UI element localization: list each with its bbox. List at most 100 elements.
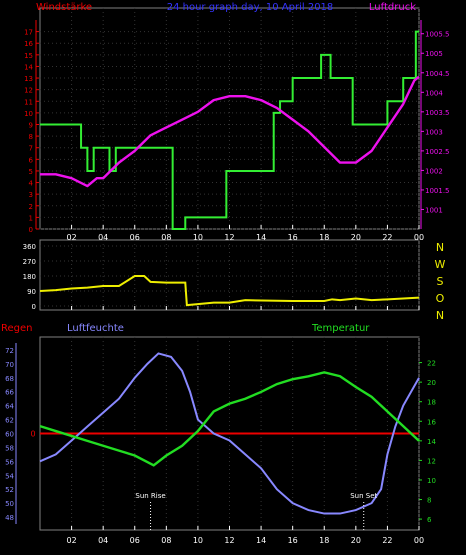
p2-direction-label: O	[436, 292, 445, 305]
p3-ytick-right: 10	[427, 477, 436, 485]
p3-xtick-label: 02	[66, 536, 76, 545]
p1-ytick-left: 13	[24, 75, 33, 83]
p3-xtick-label: 08	[161, 536, 171, 545]
p3-ytick-left: 54	[5, 472, 14, 480]
series-luftdruck	[40, 75, 420, 188]
p3-xtick-label: 06	[130, 536, 140, 545]
p1-xtick-label: 22	[382, 233, 392, 242]
annotation-label: Sun Rise	[135, 492, 165, 500]
top-header: Windstärke 24 hour graph day, 10 April 2…	[36, 2, 416, 13]
p3-xtick-label: 14	[256, 536, 266, 545]
p3-ytick-left: 56	[5, 458, 14, 466]
p1-ytick-left: 9	[29, 122, 33, 130]
p3-ytick-right: 16	[427, 418, 436, 426]
series-luftfeuchte	[39, 352, 420, 515]
p1-ytick-right: 1005	[425, 50, 443, 58]
p2-direction-label: S	[437, 275, 444, 288]
p3-rain-tick-label: 0	[30, 430, 35, 439]
p3-xtick-label: 12	[224, 536, 234, 545]
p3-ytick-left: 62	[5, 417, 14, 425]
annotation-label: Sun Set	[350, 492, 377, 500]
p3-xtick-label: 22	[382, 536, 392, 545]
p1-ytick-left: 8	[29, 133, 33, 141]
p3-xtick-label: 16	[288, 536, 298, 545]
p1-ytick-left: 6	[29, 156, 34, 164]
p3-ytick-left: 50	[5, 500, 14, 508]
p1-ytick-right: 1003.5	[425, 109, 450, 117]
p1-ytick-left: 10	[24, 110, 33, 118]
p3-ytick-left: 52	[5, 486, 14, 494]
p3-ytick-right: 14	[427, 438, 436, 446]
p1-ytick-left: 2	[29, 203, 33, 211]
p2-direction-label: N	[436, 309, 444, 322]
p1-ytick-left: 12	[24, 87, 33, 95]
title-luftfeuchte: Luftfeuchte	[67, 323, 124, 334]
p1-ytick-left: 5	[29, 168, 33, 176]
title-regen: Regen	[1, 323, 33, 334]
p1-ytick-right: 1001.5	[425, 187, 450, 195]
title-graph-day: 24 hour graph day, 10 April 2018	[167, 2, 334, 13]
series-layer	[39, 30, 420, 515]
p3-ytick-left: 58	[5, 444, 14, 452]
p1-ytick-left: 0	[29, 226, 33, 234]
p3-xtick-label: 20	[351, 536, 361, 545]
p3-ytick-right: 8	[427, 497, 431, 505]
p1-ytick-left: 3	[29, 191, 33, 199]
p1-xtick-label: 20	[351, 233, 361, 242]
p1-xtick-label: 04	[98, 233, 108, 242]
p2-direction-label: W	[435, 258, 446, 271]
p1-xtick-label: 18	[319, 233, 329, 242]
title-temperatur: Temperatur	[311, 323, 370, 334]
p1-ytick-left: 4	[29, 180, 34, 188]
p1-xtick-label: 14	[256, 233, 266, 242]
p2-ytick-left: 270	[23, 258, 36, 266]
p3-xtick-label: 10	[193, 536, 203, 545]
p1-xtick-label: 16	[288, 233, 298, 242]
axes-layer: 02 04 06 08 10 12 14 16 18 20 22 000123456789101112…	[5, 20, 450, 545]
p1-ytick-left: 17	[24, 29, 33, 37]
p1-ytick-right: 1002	[425, 167, 443, 175]
p2-ytick-left: 180	[23, 273, 36, 281]
series-temperatur	[39, 371, 420, 467]
p1-ytick-left: 16	[24, 40, 33, 48]
p1-ytick-right: 1005.5	[425, 31, 450, 39]
p3-ytick-right: 18	[427, 399, 436, 407]
p1-xtick-label: 00	[414, 233, 424, 242]
p1-ytick-right: 1004.5	[425, 70, 450, 78]
p2-ytick-left: 360	[23, 243, 36, 251]
p1-ytick-left: 11	[24, 98, 33, 106]
p3-ytick-left: 66	[5, 389, 14, 397]
p3-ytick-right: 6	[427, 516, 432, 524]
series-windrichtung	[39, 275, 420, 307]
p3-xtick-label: 18	[319, 536, 329, 545]
p1-ytick-right: 1001	[425, 206, 443, 214]
series-windstaerke	[40, 30, 419, 230]
p3-xtick-label: 00	[414, 536, 424, 545]
p3-ytick-left: 70	[5, 361, 14, 369]
p3-ytick-left: 72	[5, 347, 14, 355]
p1-ytick-left: 15	[24, 52, 33, 60]
p3-xtick-label: 04	[98, 536, 108, 545]
p3-ytick-right: 22	[427, 360, 436, 368]
p1-ytick-right: 1002.5	[425, 148, 450, 156]
p3-ytick-right: 12	[427, 457, 436, 465]
panel3-header: Regen Luftfeuchte Temperatur	[1, 323, 370, 334]
p1-xtick-label: 10	[193, 233, 203, 242]
annotation-layer: Sun Rise Sun Set	[135, 492, 377, 530]
p1-xtick-label: 12	[224, 233, 234, 242]
p1-xtick-label: 06	[130, 233, 140, 242]
p1-ytick-left: 7	[29, 145, 33, 153]
p3-ytick-left: 64	[5, 403, 14, 411]
p3-ytick-right: 20	[427, 379, 436, 387]
p1-ytick-left: 1	[29, 214, 33, 222]
p2-ytick-left: 90	[27, 288, 36, 296]
p3-ytick-left: 68	[5, 375, 14, 383]
p1-xtick-label: 02	[66, 233, 76, 242]
p3-ytick-left: 48	[5, 514, 14, 522]
title-windstaerke: Windstärke	[36, 2, 92, 13]
p1-ytick-left: 14	[24, 63, 33, 71]
p1-ytick-right: 1003	[425, 128, 443, 136]
p1-xtick-label: 08	[161, 233, 171, 242]
p2-ytick-left: 0	[32, 303, 36, 311]
